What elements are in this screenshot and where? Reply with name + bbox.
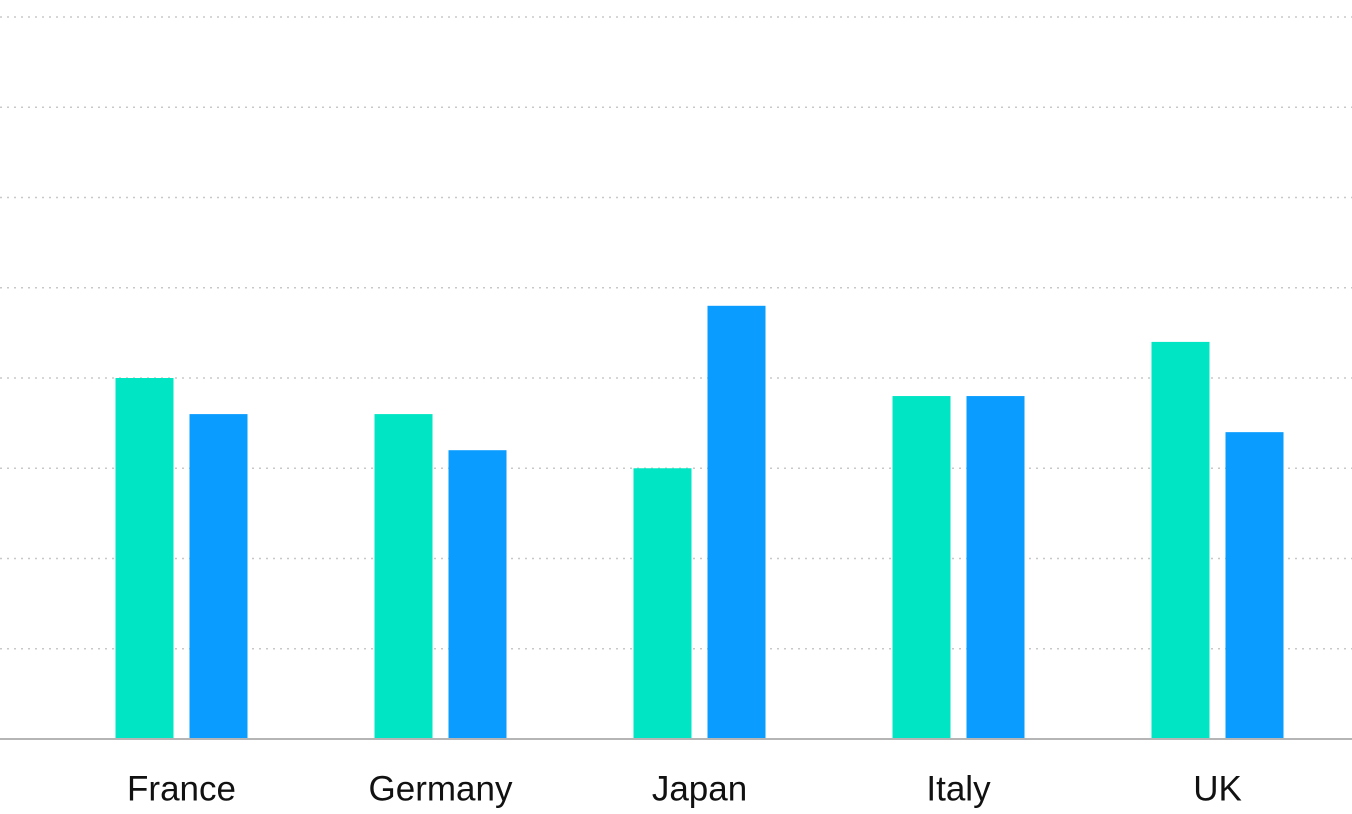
x-tick-label: Germany [369, 769, 513, 808]
x-tick-label: Italy [926, 769, 991, 808]
x-tick-label: UK [1193, 769, 1242, 808]
bar [707, 305, 766, 739]
bar [966, 396, 1025, 739]
bar [892, 396, 951, 739]
bar [448, 450, 507, 739]
bar [633, 468, 692, 739]
bar [1151, 341, 1210, 739]
bar [374, 414, 433, 739]
bar [1225, 432, 1284, 739]
x-tick-label: Japan [652, 769, 747, 808]
bar [115, 378, 174, 739]
bar [189, 414, 248, 739]
x-tick-label: France [127, 769, 236, 808]
